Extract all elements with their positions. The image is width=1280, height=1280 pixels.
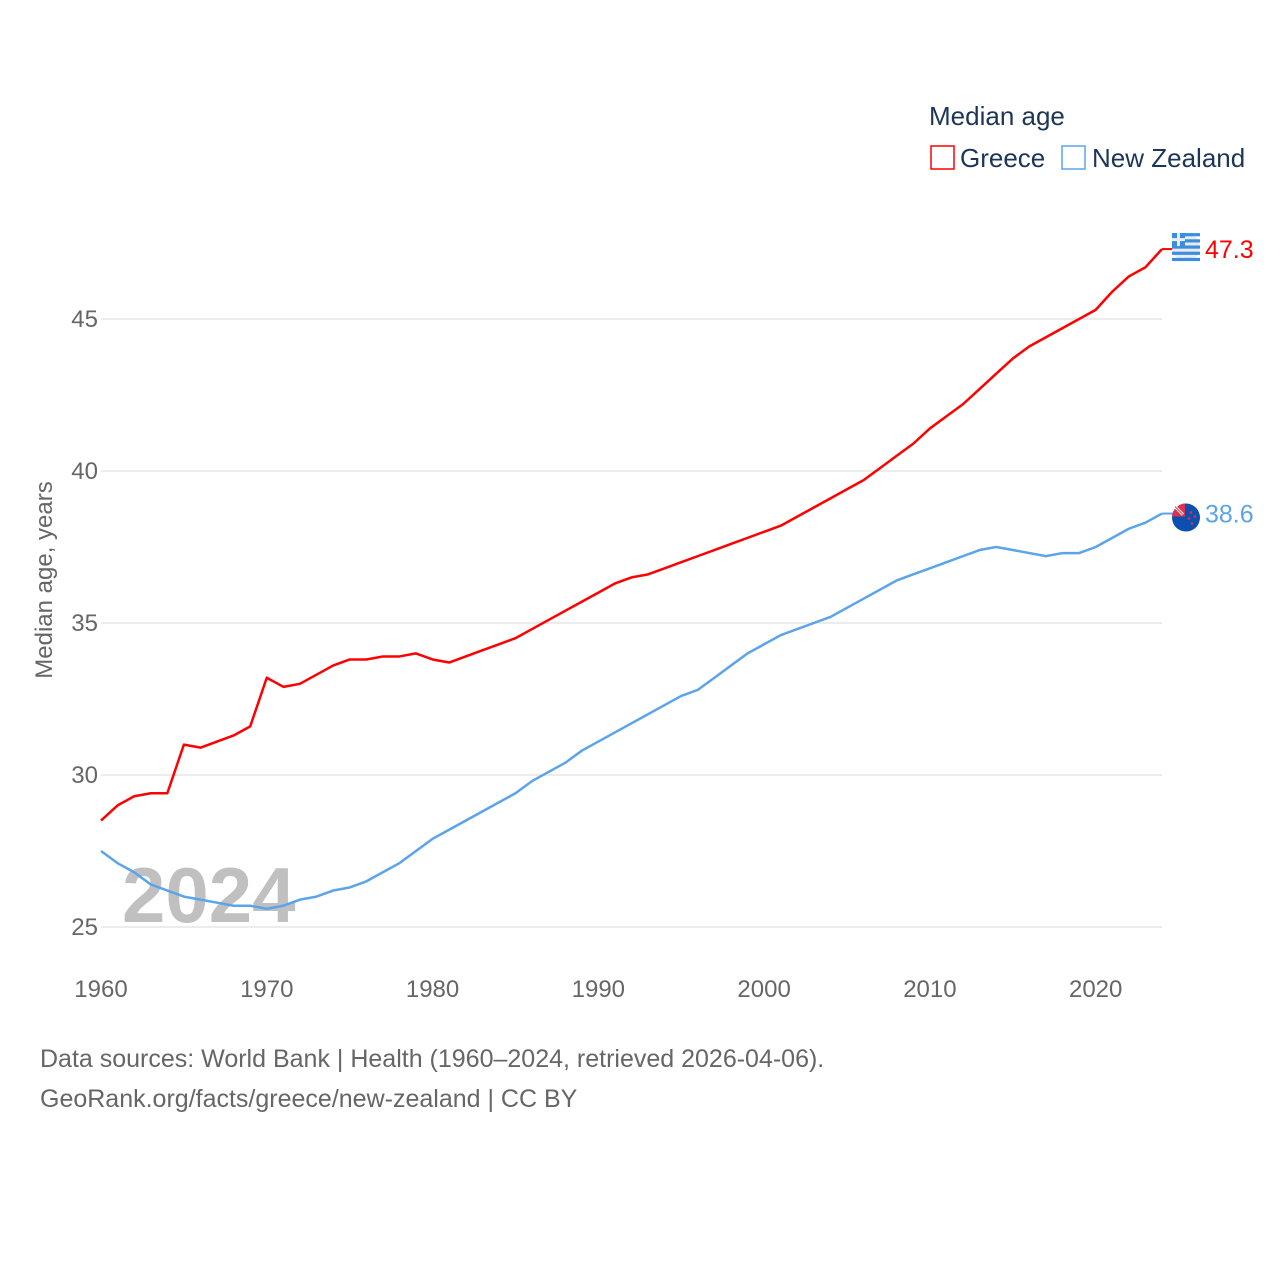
gridlines	[101, 318, 1162, 928]
y-tick-label: 30	[71, 762, 98, 789]
y-tick-label: 45	[71, 306, 98, 333]
y-axis-label: Median age, years	[31, 481, 58, 678]
y-tick-label: 40	[71, 458, 98, 485]
y-tick-label: 25	[71, 914, 98, 941]
legend-swatch-new-zealand[interactable]	[1061, 145, 1086, 170]
end-value-label: 47.3	[1205, 236, 1254, 264]
y-tick-label: 35	[71, 610, 98, 637]
greece-flag-icon	[1172, 233, 1200, 262]
x-tick-label: 1970	[240, 976, 293, 1003]
series-line-new-zealand[interactable]	[100, 512, 1163, 911]
x-tick-label: 1990	[572, 976, 625, 1003]
y-axis-ticks: 25 30 35 40 45	[71, 306, 98, 941]
end-value-label: 38.6	[1205, 501, 1254, 529]
series-lines	[100, 248, 1163, 911]
legend: Median age Greece New Zealand	[929, 101, 1245, 173]
series-end-labels: 47.3 38.6	[1162, 233, 1254, 532]
x-axis-ticks: 1960 1970 1980 1990 2000 2010 2020	[74, 976, 1122, 1003]
x-tick-label: 2020	[1069, 976, 1122, 1003]
series-line-greece[interactable]	[100, 248, 1163, 822]
legend-title: Median age	[929, 101, 1065, 131]
legend-label-greece[interactable]: Greece	[960, 143, 1045, 173]
x-tick-label: 1960	[74, 976, 127, 1003]
attribution-text: GeoRank.org/facts/greece/new-zealand | C…	[40, 1085, 578, 1113]
new-zealand-flag-icon	[1172, 503, 1200, 532]
year-watermark: 2024	[122, 851, 296, 939]
data-source-text: Data sources: World Bank | Health (1960–…	[40, 1045, 825, 1073]
x-tick-label: 1980	[406, 976, 459, 1003]
x-tick-label: 2000	[737, 976, 790, 1003]
legend-swatch-greece[interactable]	[930, 145, 955, 170]
x-tick-label: 2010	[903, 976, 956, 1003]
legend-label-new-zealand[interactable]: New Zealand	[1092, 143, 1245, 173]
